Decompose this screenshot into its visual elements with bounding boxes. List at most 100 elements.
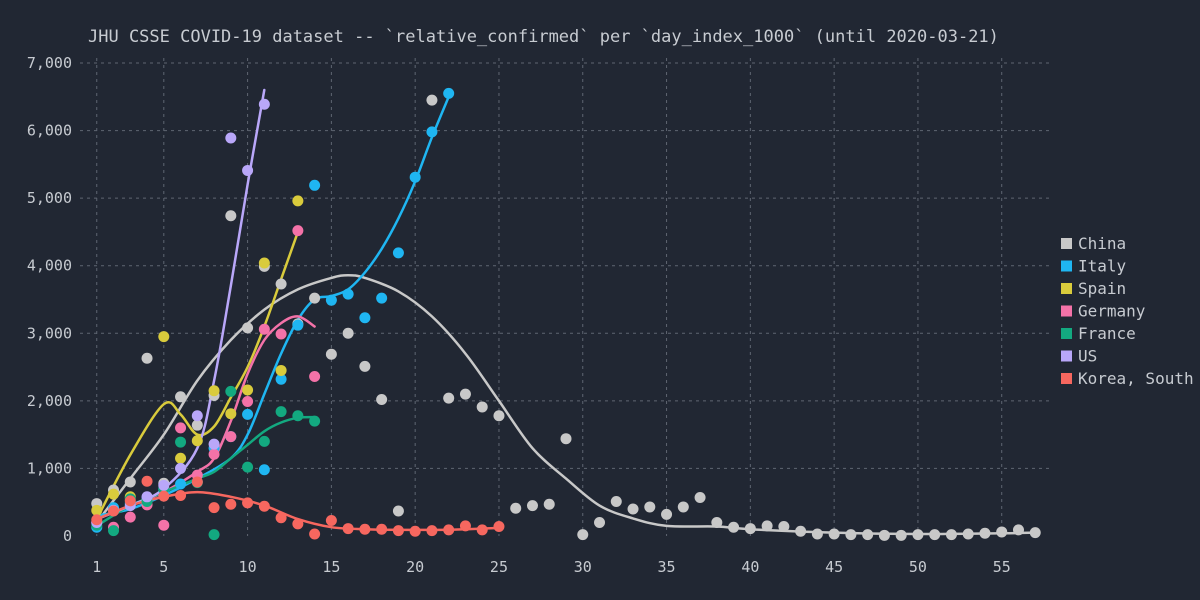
data-point-spain <box>108 488 120 500</box>
data-point-china <box>141 352 153 364</box>
data-point-korea-south <box>225 498 237 510</box>
legend-swatch-france <box>1061 328 1072 339</box>
data-point-china <box>577 529 589 541</box>
data-point-china <box>912 529 924 541</box>
data-point-china <box>443 392 455 404</box>
trend-lines <box>95 88 1037 536</box>
data-point-spain <box>158 331 170 343</box>
legend-label-korea-south[interactable]: Korea, South <box>1078 369 1194 388</box>
data-point-china <box>392 505 404 517</box>
legend-label-spain[interactable]: Spain <box>1078 279 1126 298</box>
legend-swatch-china <box>1061 238 1072 249</box>
data-point-china <box>426 94 438 106</box>
data-point-italy <box>325 294 337 306</box>
data-point-china <box>359 360 371 372</box>
legend-swatch-korea-south <box>1061 373 1072 384</box>
data-point-korea-south <box>493 521 505 533</box>
data-point-spain <box>208 385 220 397</box>
data-point-china <box>543 498 555 510</box>
grid <box>80 58 1052 536</box>
data-point-us <box>175 462 187 474</box>
y-tick-label: 4,000 <box>27 257 72 275</box>
data-point-korea-south <box>392 525 404 537</box>
data-point-korea-south <box>426 525 438 537</box>
data-point-spain <box>175 452 187 464</box>
data-point-germany <box>242 396 254 408</box>
data-point-italy <box>309 179 321 191</box>
data-point-italy <box>376 292 388 304</box>
data-point-china <box>694 491 706 503</box>
data-point-china <box>677 501 689 513</box>
data-point-korea-south <box>275 512 287 524</box>
data-point-korea-south <box>342 523 354 535</box>
data-point-spain <box>242 384 254 396</box>
data-point-korea-south <box>175 489 187 501</box>
data-point-us <box>208 438 220 450</box>
y-tick-label: 2,000 <box>27 392 72 410</box>
data-point-china <box>862 529 874 541</box>
data-point-france <box>309 415 321 427</box>
data-point-china <box>275 278 287 290</box>
data-point-germany <box>124 511 136 523</box>
legend-label-france[interactable]: France <box>1078 324 1136 343</box>
legend-label-germany[interactable]: Germany <box>1078 302 1146 321</box>
data-point-germany <box>292 225 304 237</box>
data-point-spain <box>91 504 103 516</box>
y-tick-label: 6,000 <box>27 122 72 140</box>
data-point-italy <box>359 312 371 324</box>
data-point-china <box>124 476 136 488</box>
y-tick-label: 5,000 <box>27 189 72 207</box>
data-point-china <box>845 529 857 541</box>
data-point-china <box>878 529 890 541</box>
data-point-china <box>895 529 907 541</box>
data-point-italy <box>342 288 354 300</box>
data-point-china <box>376 394 388 406</box>
data-point-italy <box>258 464 270 476</box>
data-point-china <box>325 348 337 360</box>
data-point-germany <box>158 519 170 531</box>
legend-swatch-us <box>1061 350 1072 362</box>
data-point-china <box>560 433 572 445</box>
legend-label-china[interactable]: China <box>1078 234 1126 253</box>
x-tick-label: 40 <box>741 558 759 576</box>
legend[interactable]: China Italy Spain Germany France US Korea, Sou… <box>1061 234 1194 388</box>
data-point-us <box>158 479 170 491</box>
data-point-korea-south <box>476 524 488 536</box>
data-point-germany <box>275 328 287 340</box>
legend-swatch-germany <box>1061 305 1072 317</box>
data-point-china <box>996 526 1008 538</box>
data-point-china <box>945 529 957 541</box>
data-point-spain <box>258 257 270 269</box>
data-point-us <box>242 164 254 176</box>
legend-label-italy[interactable]: Italy <box>1078 257 1127 276</box>
x-tick-label: 45 <box>825 558 843 576</box>
data-point-korea-south <box>208 502 220 514</box>
data-point-china <box>242 322 254 334</box>
data-point-korea-south <box>91 514 103 526</box>
data-point-france <box>242 461 254 473</box>
data-point-italy <box>175 478 187 490</box>
data-points <box>91 87 1041 541</box>
data-point-china <box>811 528 823 540</box>
data-point-italy <box>426 126 438 138</box>
data-point-china <box>828 528 840 540</box>
data-point-france <box>225 385 237 397</box>
data-point-france <box>208 529 220 541</box>
data-point-germany <box>258 323 270 335</box>
data-point-france <box>292 410 304 422</box>
data-point-korea-south <box>124 495 136 507</box>
data-point-korea-south <box>309 528 321 540</box>
data-point-china <box>476 401 488 413</box>
legend-swatch-italy <box>1061 260 1072 272</box>
data-point-italy <box>443 87 455 99</box>
x-tick-label: 30 <box>574 558 592 576</box>
data-point-spain <box>292 195 304 207</box>
data-point-china <box>627 503 639 515</box>
data-point-us <box>141 491 153 503</box>
data-point-germany <box>208 448 220 460</box>
legend-label-us[interactable]: US <box>1078 347 1097 366</box>
data-point-us <box>191 410 203 422</box>
y-tick-label: 0 <box>63 527 72 545</box>
